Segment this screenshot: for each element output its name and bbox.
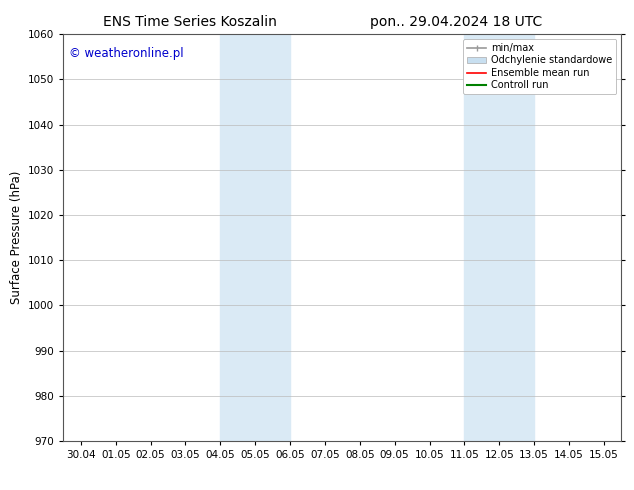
Bar xyxy=(221,34,290,441)
Bar xyxy=(464,34,534,441)
Text: ENS Time Series Koszalin: ENS Time Series Koszalin xyxy=(103,15,277,29)
Y-axis label: Surface Pressure (hPa): Surface Pressure (hPa) xyxy=(10,171,23,304)
Legend: min/max, Odchylenie standardowe, Ensemble mean run, Controll run: min/max, Odchylenie standardowe, Ensembl… xyxy=(463,39,616,94)
Text: pon.. 29.04.2024 18 UTC: pon.. 29.04.2024 18 UTC xyxy=(370,15,543,29)
Text: © weatheronline.pl: © weatheronline.pl xyxy=(69,47,184,59)
